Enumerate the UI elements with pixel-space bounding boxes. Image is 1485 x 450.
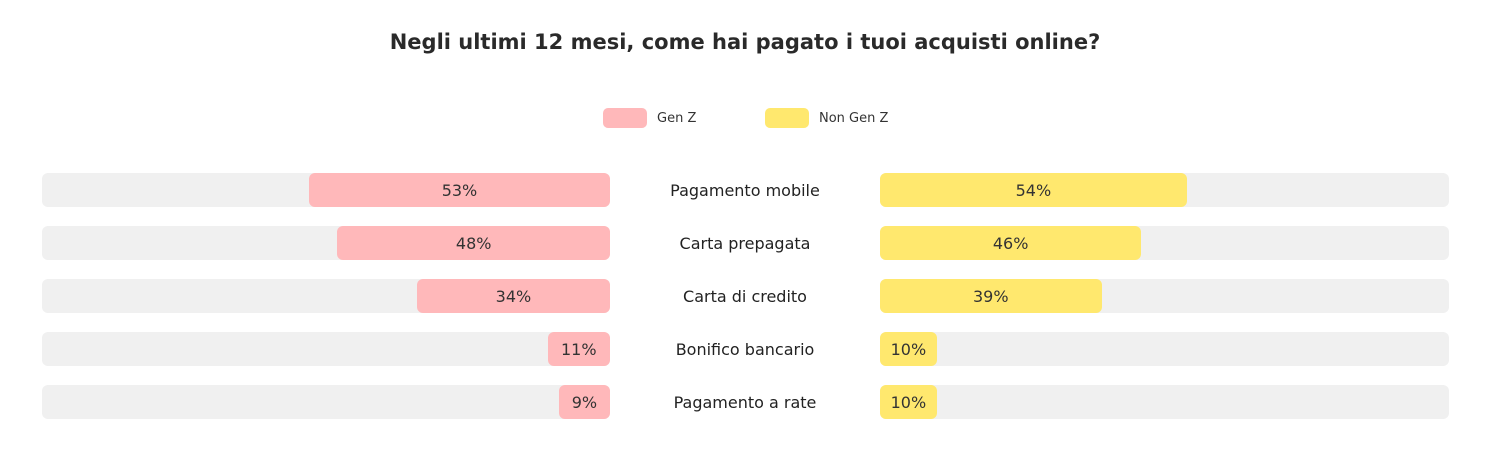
track-left <box>42 385 610 419</box>
bar-non-gen-z: 39% <box>880 279 1102 313</box>
bar-gen-z: 11% <box>547 332 610 366</box>
category-label: Pagamento mobile <box>670 180 820 200</box>
track-right <box>880 332 1449 366</box>
bar-non-gen-z: 54% <box>880 173 1187 207</box>
bar-non-gen-z: 10% <box>880 385 937 419</box>
track-right <box>880 385 1449 419</box>
legend-swatch-non-gen-z <box>765 108 809 128</box>
legend-swatch-gen-z <box>603 108 647 128</box>
category-label: Bonifico bancario <box>675 339 815 359</box>
bar-non-gen-z: 10% <box>880 332 937 366</box>
legend-item-non-gen-z: Non Gen Z <box>765 108 888 128</box>
legend-item-gen-z: Gen Z <box>603 108 696 128</box>
legend-label: Gen Z <box>657 110 697 126</box>
category-label: Carta prepagata <box>679 233 811 253</box>
bar-gen-z: 9% <box>558 385 610 419</box>
bar-non-gen-z: 46% <box>880 226 1142 260</box>
bar-gen-z: 48% <box>337 226 610 260</box>
chart-title: Negli ultimi 12 mesi, come hai pagato i … <box>389 30 1101 54</box>
category-label: Pagamento a rate <box>673 392 817 412</box>
track-left <box>42 332 610 366</box>
category-label: Carta di credito <box>683 286 807 306</box>
bar-gen-z: 34% <box>416 279 610 313</box>
legend-label: Non Gen Z <box>819 110 889 126</box>
bar-gen-z: 53% <box>308 173 610 207</box>
